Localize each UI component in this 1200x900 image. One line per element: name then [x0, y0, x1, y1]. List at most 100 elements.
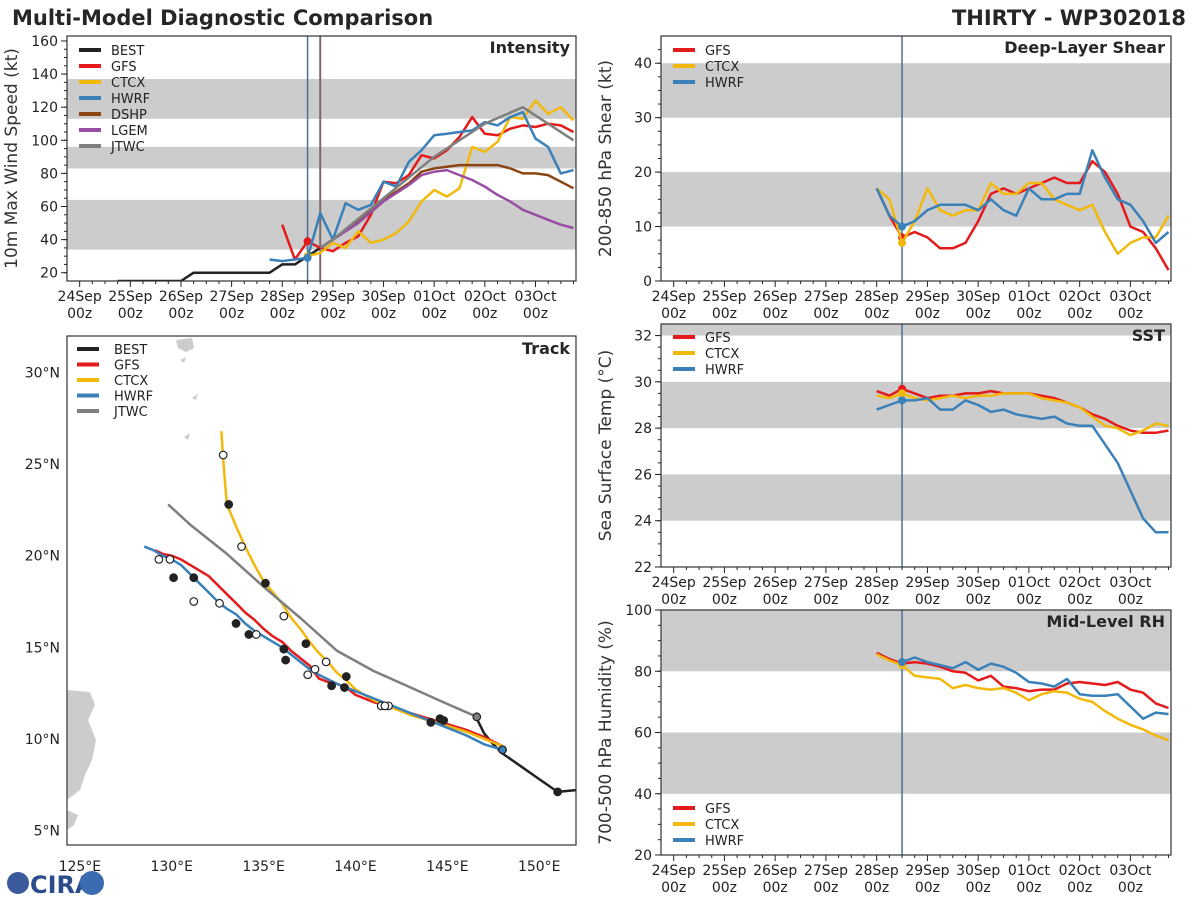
- legend-label: GFS: [111, 60, 137, 75]
- x-tick-label: 29Sep: [905, 863, 949, 879]
- legend-label: HWRF: [705, 363, 744, 378]
- y-tick-label: 40: [634, 56, 652, 72]
- track-marker-hwrf: [380, 701, 390, 711]
- x-tick-label: 27Sep: [804, 289, 848, 305]
- x-tick-label: 00z: [966, 306, 991, 322]
- x-tick-label: 29Sep: [905, 575, 949, 591]
- legend-label: CTCX: [705, 818, 739, 833]
- y-tick-label: 140: [31, 67, 58, 83]
- y-tick-label: 32: [634, 329, 652, 345]
- series-line-hwrf: [269, 110, 574, 263]
- land-mindanao: [67, 810, 78, 830]
- x-tick-label: 02Oct: [464, 289, 507, 305]
- lat-tick-label: 30°N: [25, 366, 60, 382]
- legend-label: GFS: [705, 802, 731, 817]
- lon-tick-label: 140°E: [334, 859, 377, 875]
- chart-rh: 2040608010024Sep00z25Sep00z26Sep00z27Sep…: [596, 603, 1172, 896]
- init-marker-hwrf: [898, 396, 907, 405]
- x-tick-label: 00z: [915, 880, 940, 896]
- land-group: [67, 338, 576, 830]
- track-line-ctcx: [220, 431, 503, 748]
- panel-title: Intensity: [490, 38, 571, 57]
- track-marker-hwrf: [310, 664, 320, 674]
- shaded-band: [67, 79, 576, 119]
- shaded-band: [67, 146, 576, 169]
- x-tick-label: 02Oct: [1059, 575, 1102, 591]
- track-marker-ctcx: [301, 639, 311, 648]
- x-tick-label: 03Oct: [1109, 863, 1152, 879]
- x-tick-label: 00z: [67, 306, 92, 322]
- shaded-band: [661, 324, 1171, 336]
- x-tick-label: 01Oct: [1008, 863, 1051, 879]
- track-marker-hwrf: [498, 745, 507, 755]
- storm-id: THIRTY - WP302018: [951, 6, 1186, 30]
- y-axis-label: 700-500 hPa Humidity (%): [596, 620, 616, 844]
- legend-label: GFS: [705, 44, 731, 59]
- x-tick-label: 00z: [813, 592, 838, 608]
- series-group: [876, 384, 1169, 534]
- y-tick-label: 20: [634, 165, 652, 181]
- chart-intensity: 2040608010012014016024Sep00z25Sep00z26Se…: [2, 34, 577, 322]
- y-axis-label: 200-850 hPa Shear (kt): [596, 60, 616, 257]
- plot-frame: [660, 609, 1172, 856]
- x-tick-label: 00z: [915, 592, 940, 608]
- lon-tick-label: 130°E: [150, 859, 193, 875]
- chart-sst: 22242628303224Sep00z25Sep00z26Sep00z27Se…: [596, 323, 1172, 608]
- lat-tick-label: 25°N: [25, 457, 60, 473]
- y-tick-label: 60: [40, 200, 58, 216]
- x-tick-label: 00z: [270, 306, 295, 322]
- x-tick-label: 00z: [422, 306, 447, 322]
- series-line-hwrf: [875, 149, 1170, 245]
- init-marker-hwrf: [303, 253, 312, 262]
- legend-label: JTWC: [110, 140, 145, 155]
- x-tick-label: 28Sep: [855, 289, 899, 305]
- x-tick-label: 00z: [763, 592, 788, 608]
- cira-logo: CIRA: [7, 871, 104, 898]
- land-philippines: [67, 690, 96, 800]
- x-tick-label: 27Sep: [210, 289, 254, 305]
- x-tick-label: 00z: [1016, 880, 1041, 896]
- x-tick-label: 01Oct: [413, 289, 456, 305]
- x-tick-label: 01Oct: [1008, 289, 1051, 305]
- plot-frame: [660, 35, 1172, 282]
- legend-label: BEST: [114, 343, 147, 358]
- panel-title: Track: [522, 339, 570, 358]
- plot-frame: [660, 323, 1172, 568]
- x-tick-label: 03Oct: [514, 289, 557, 305]
- x-tick-label: 00z: [864, 306, 889, 322]
- track-marker-ctcx: [279, 611, 289, 621]
- y-tick-label: 30: [634, 375, 652, 391]
- x-tick-label: 28Sep: [855, 575, 899, 591]
- track-marker-hwrf: [189, 597, 199, 606]
- chart-shear: 01020304024Sep00z25Sep00z26Sep00z27Sep00…: [596, 35, 1172, 322]
- x-tick-label: 00z: [864, 880, 889, 896]
- x-tick-label: 26Sep: [159, 289, 203, 305]
- track-line-hwrf: [143, 545, 503, 751]
- series-line-ctcx: [876, 392, 1169, 437]
- x-tick-label: 00z: [118, 306, 143, 322]
- track-marker-gfs: [281, 655, 291, 665]
- series-line-jtwc: [319, 105, 575, 249]
- track-marker-ctcx: [426, 717, 436, 727]
- panel-title: Deep-Layer Shear: [1004, 38, 1165, 57]
- track-marker-hwrf: [231, 619, 241, 628]
- legend-label: DSHP: [111, 108, 147, 123]
- x-tick-label: 00z: [371, 306, 396, 322]
- x-tick-label: 03Oct: [1109, 575, 1152, 591]
- track-marker-hwrf: [439, 716, 449, 725]
- track-marker-ctcx: [261, 578, 270, 588]
- x-tick-label: 27Sep: [804, 863, 848, 879]
- x-tick-label: 00z: [915, 306, 940, 322]
- shaded-band: [67, 199, 576, 250]
- y-tick-label: 100: [625, 603, 652, 619]
- panel-title: Mid-Level RH: [1046, 612, 1165, 631]
- legend-label: CTCX: [705, 60, 739, 75]
- track-marker-gfs: [189, 573, 199, 583]
- page-title: Multi-Model Diagnostic Comparison: [12, 6, 434, 30]
- x-tick-label: 28Sep: [260, 289, 304, 305]
- x-tick-label: 03Oct: [1109, 289, 1152, 305]
- series-line-hwrf: [901, 656, 1169, 720]
- x-tick-label: 00z: [1067, 880, 1092, 896]
- legend-label: HWRF: [705, 834, 744, 849]
- lon-tick-label: 135°E: [242, 859, 285, 875]
